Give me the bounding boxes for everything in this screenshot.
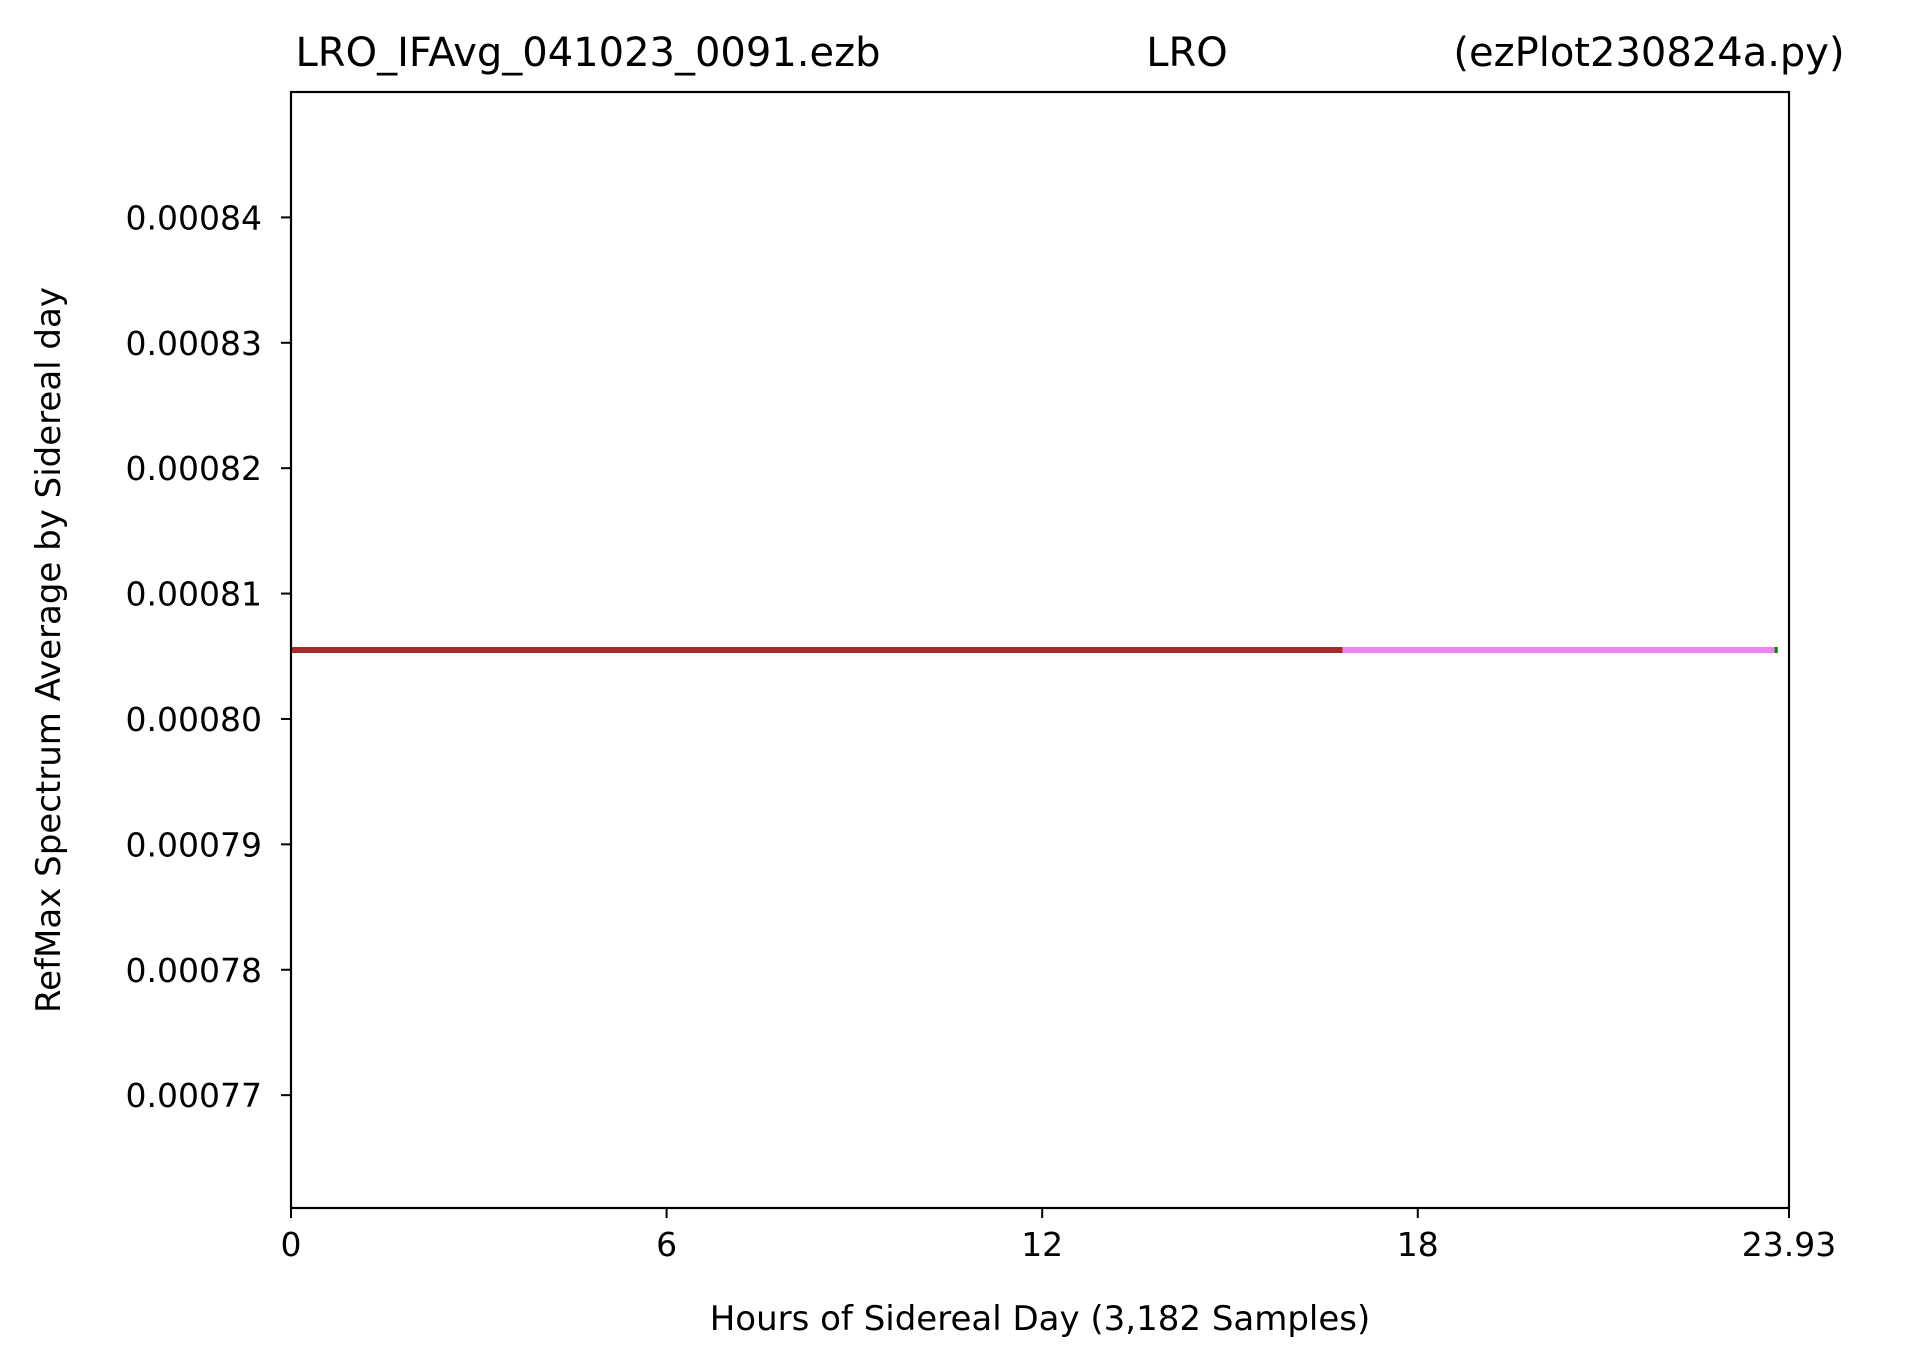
x-axis-ticks: 0 6 12 18 23.93 (281, 1208, 1836, 1264)
y-tick-label-4: 0.00081 (126, 575, 262, 614)
y-axis-label: RefMax Spectrum Average by Sidereal day (29, 287, 69, 1013)
y-tick-label-7: 0.00084 (126, 198, 262, 237)
chart-title-center: LRO (1146, 30, 1228, 76)
x-tick-label-0: 0 (281, 1225, 302, 1264)
y-tick-label-2: 0.00079 (126, 825, 262, 864)
y-tick-label-0: 0.00077 (126, 1076, 262, 1115)
plot-frame (289, 90, 1791, 1210)
x-tick-label-3: 18 (1397, 1225, 1439, 1264)
y-tick-label-6: 0.00083 (126, 324, 262, 363)
x-tick-label-1: 6 (656, 1225, 677, 1264)
y-tick-label-5: 0.00082 (126, 449, 262, 488)
x-tick-label-2: 12 (1021, 1225, 1063, 1264)
plot-area (289, 90, 1791, 1210)
y-tick-label-1: 0.00078 (126, 951, 262, 990)
chart-title-left: LRO_IFAvg_041023_0091.ezb (296, 30, 881, 76)
chart-title-right: (ezPlot230824a.py) (1453, 30, 1844, 76)
y-tick-label-3: 0.00080 (126, 700, 262, 739)
x-tick-label-4: 23.93 (1742, 1225, 1836, 1264)
x-axis-label: Hours of Sidereal Day (3,182 Samples) (710, 1299, 1371, 1339)
y-axis-ticks: 0.00077 0.00078 0.00079 0.00080 0.00081 0.000… (126, 198, 291, 1115)
